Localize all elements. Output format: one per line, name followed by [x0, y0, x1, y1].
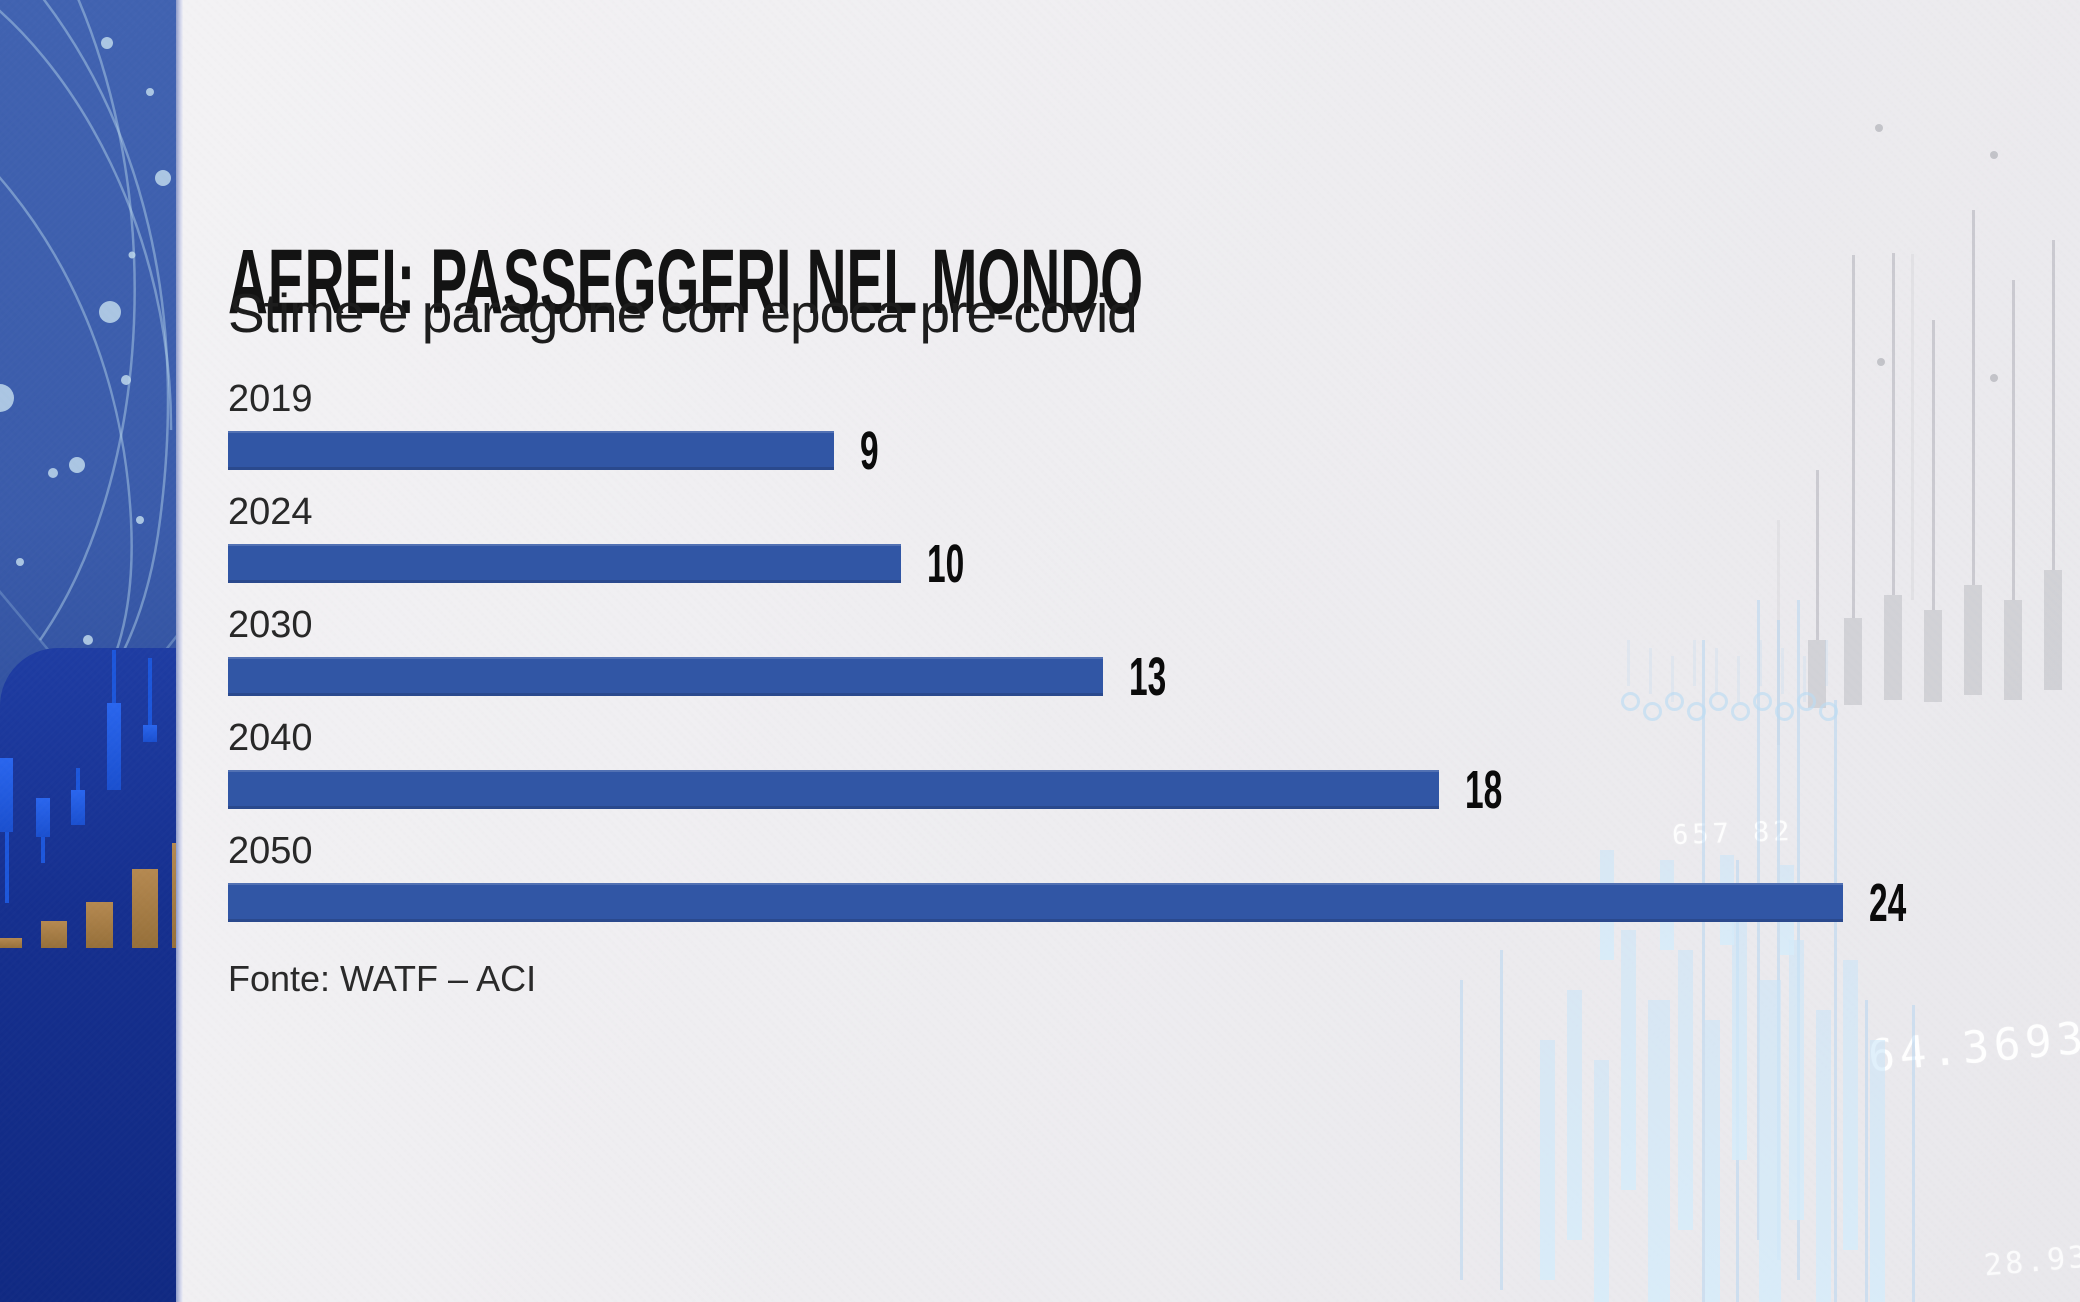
bar-line: 13	[228, 650, 1929, 704]
bar-line: 10	[228, 537, 1929, 591]
blue-column	[1870, 1040, 1885, 1302]
sidebar-candle-body	[0, 758, 13, 832]
gray-candle-wick	[2052, 240, 2055, 570]
blue-column	[1540, 1040, 1555, 1280]
blue-vertical-line	[1500, 950, 1503, 1290]
gray-candle-body	[1964, 585, 1982, 695]
blue-column	[1594, 1060, 1609, 1302]
value-bar	[228, 770, 1440, 809]
bar-row: 2024 10	[228, 491, 1929, 591]
bar-category-label: 2019	[228, 378, 313, 420]
bar-category-label: 2024	[228, 491, 313, 533]
blue-vertical-line	[1460, 980, 1463, 1280]
bar-category-label: 2050	[228, 830, 313, 872]
bar-value-label: 18	[1465, 759, 1503, 820]
sidebar-candle-body	[143, 725, 157, 742]
bar-row: 2050 24	[228, 830, 1929, 930]
value-bar	[228, 431, 834, 470]
sidebar-gold-bar	[41, 921, 67, 948]
source-credit: Fonte: WATF – ACI	[228, 958, 537, 999]
sidebar-gold-bar	[172, 843, 176, 948]
bar-category-label: 2040	[228, 717, 313, 759]
gray-candle-body	[2044, 570, 2062, 690]
bar-value-label: 9	[859, 420, 879, 481]
sidebar-candle-wick	[4, 832, 9, 903]
ticker-number-overlay: 64.3693	[1866, 1012, 2080, 1083]
gray-dot	[1877, 358, 1885, 366]
gray-candle-wick	[2012, 280, 2015, 600]
blue-column	[1816, 1010, 1831, 1302]
blue-column	[1567, 990, 1582, 1240]
sidebar-edge-highlight	[176, 0, 183, 1302]
blue-column	[1759, 980, 1781, 1302]
bar-rows: 2019 9 2024 10 2030 13 2040 18 2050 24	[228, 378, 1929, 930]
left-sidebar-panel	[0, 0, 176, 1302]
bar-row: 2040 18	[228, 717, 1929, 817]
sidebar-gold-bar	[86, 902, 113, 948]
blue-column	[1705, 1020, 1720, 1302]
sidebar-candle-body	[71, 790, 85, 825]
value-bar	[228, 544, 901, 583]
sidebar-candle-wick	[41, 837, 45, 863]
value-bar	[228, 657, 1103, 696]
value-bar	[228, 883, 1844, 922]
bar-chart: 2019 9 2024 10 2030 13 2040 18 2050 24	[228, 378, 1929, 943]
gray-dot	[1990, 374, 1998, 382]
blue-column	[1843, 960, 1858, 1250]
blue-column	[1732, 920, 1747, 1160]
sidebar-candle-wick	[76, 768, 80, 790]
chart-subtitle: Stime e paragone con epoca pre-covid	[228, 282, 1138, 344]
chart-title: AEREI: PASSEGGERI NEL MONDO	[228, 230, 1144, 333]
bar-line: 18	[228, 763, 1929, 817]
blue-column	[1648, 1000, 1670, 1302]
bar-row: 2019 9	[228, 378, 1929, 478]
gray-dot	[1990, 151, 1998, 159]
gray-dot	[1875, 124, 1883, 132]
bar-line: 24	[228, 876, 1929, 930]
blue-column	[1621, 930, 1636, 1190]
bar-category-label: 2030	[228, 604, 313, 646]
blue-column	[1678, 950, 1693, 1230]
sidebar-candle-wick	[112, 650, 116, 703]
blue-column	[1789, 940, 1804, 1220]
bar-value-label: 13	[1128, 646, 1167, 707]
gray-candle-wick	[1972, 210, 1975, 585]
gray-candle-body	[2004, 600, 2022, 700]
sidebar-candle-body	[36, 798, 50, 837]
bar-value-label: 24	[1869, 872, 1907, 933]
bar-value-label: 10	[927, 533, 965, 594]
blue-vertical-line	[1912, 1005, 1915, 1302]
sidebar-candle-body	[107, 703, 121, 790]
gray-candle-wick	[1932, 320, 1935, 610]
ticker-number-overlay: 28.93	[1982, 1239, 2080, 1284]
bar-line: 9	[228, 424, 1929, 478]
blue-vertical-line	[1865, 1000, 1868, 1302]
sidebar-candle-wick	[148, 658, 152, 725]
sidebar-gold-bar	[0, 938, 22, 948]
sidebar-market-panel	[0, 648, 176, 1302]
sidebar-gold-bar	[132, 869, 158, 948]
bar-row: 2030 13	[228, 604, 1929, 704]
